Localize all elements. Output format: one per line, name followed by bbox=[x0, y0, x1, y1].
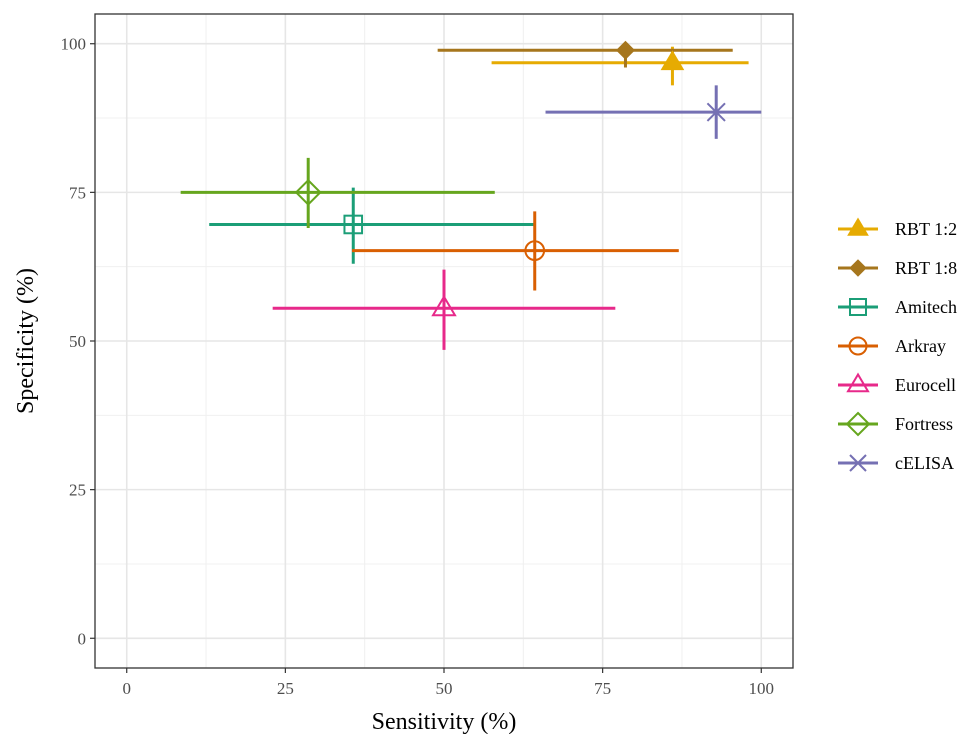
y-axis-ticks: 0 25 50 75 100 bbox=[61, 35, 95, 648]
error-bars bbox=[180, 43, 762, 350]
data-points bbox=[294, 40, 726, 317]
legend: RBT 1:2 RBT 1:8 Amitech Arkray Eurocell Fortr… bbox=[838, 217, 957, 473]
legend-item: Amitech bbox=[838, 297, 957, 317]
legend-label: RBT 1:8 bbox=[895, 258, 957, 278]
y-tick-label: 50 bbox=[69, 332, 86, 351]
legend-label: RBT 1:2 bbox=[895, 219, 957, 239]
legend-label: Fortress bbox=[895, 414, 953, 434]
legend-key-marker bbox=[846, 372, 870, 393]
y-tick-label: 25 bbox=[69, 481, 86, 500]
data-point-marker bbox=[706, 102, 726, 122]
legend-label: Amitech bbox=[895, 297, 957, 317]
y-tick-label: 100 bbox=[61, 35, 87, 54]
x-tick-label: 0 bbox=[122, 679, 131, 698]
y-tick-label: 75 bbox=[69, 183, 86, 202]
x-tick-label: 50 bbox=[436, 679, 453, 698]
x-axis-ticks: 0 25 50 75 100 bbox=[122, 668, 774, 698]
legend-item: RBT 1:2 bbox=[838, 217, 957, 239]
x-tick-label: 100 bbox=[749, 679, 775, 698]
legend-label: Arkray bbox=[895, 336, 946, 356]
data-point-marker bbox=[294, 178, 322, 206]
legend-key-marker bbox=[849, 298, 867, 316]
legend-item: Arkray bbox=[838, 336, 946, 356]
legend-key-marker bbox=[848, 336, 868, 356]
legend-item: Eurocell bbox=[838, 372, 956, 395]
data-point-marker bbox=[343, 214, 364, 235]
x-axis-label: Sensitivity (%) bbox=[372, 709, 517, 734]
legend-item: Fortress bbox=[838, 411, 953, 437]
x-tick-label: 25 bbox=[277, 679, 294, 698]
x-tick-label: 75 bbox=[594, 679, 611, 698]
legend-key-marker bbox=[845, 411, 871, 437]
legend-key-marker bbox=[847, 217, 869, 236]
data-point-marker bbox=[615, 40, 635, 60]
y-tick-label: 0 bbox=[78, 629, 87, 648]
legend-key-marker bbox=[849, 454, 867, 472]
y-axis-label: Specificity (%) bbox=[13, 268, 39, 414]
data-point-marker bbox=[431, 294, 457, 317]
legend-label: Eurocell bbox=[895, 375, 956, 395]
legend-label: cELISA bbox=[895, 453, 954, 473]
legend-item: RBT 1:8 bbox=[838, 258, 957, 278]
legend-key-marker bbox=[849, 259, 867, 277]
data-point-marker bbox=[524, 240, 546, 261]
data-point-marker bbox=[660, 50, 685, 71]
legend-item: cELISA bbox=[838, 453, 954, 473]
